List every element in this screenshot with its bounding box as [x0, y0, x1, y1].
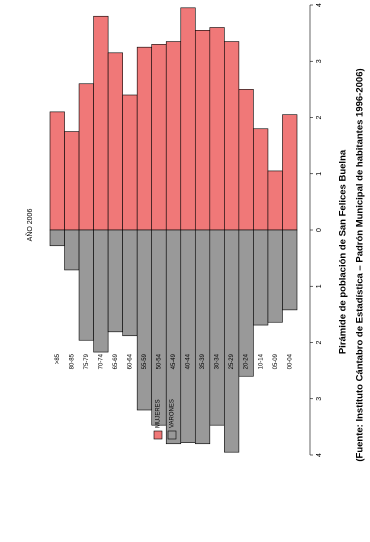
category-label: 60-64	[127, 353, 133, 369]
bar	[64, 229, 80, 271]
x-tick-label: 3	[316, 397, 323, 401]
bar	[93, 15, 109, 231]
bar	[49, 111, 65, 231]
category-label: 70-74	[98, 353, 104, 369]
category-label: 40-44	[186, 353, 192, 369]
category-label: 00-04	[287, 353, 293, 369]
x-tick-label: 0	[316, 228, 323, 232]
bar	[224, 41, 240, 231]
bar	[194, 229, 211, 445]
bar	[194, 30, 211, 231]
x-tick-label: 1	[316, 172, 323, 176]
plot: AÑO 2006 Pirámide de población de San Fe…	[25, 3, 366, 462]
category-label: >85	[55, 353, 61, 364]
x-tick-label: 1	[316, 284, 323, 288]
bar	[238, 89, 254, 231]
category-label: 55-59	[142, 353, 148, 369]
source: (Fuente: Instituto Cántabro de Estadísti…	[355, 68, 366, 461]
x-tick-label: 2	[316, 115, 323, 119]
bar	[107, 52, 123, 231]
bar	[282, 114, 298, 231]
bar	[136, 46, 153, 231]
x-tick-label: 4	[316, 3, 323, 7]
bar	[282, 229, 298, 311]
x-tick-label: 3	[316, 59, 323, 63]
bar	[267, 229, 283, 323]
bar	[122, 94, 138, 231]
bar	[107, 229, 123, 333]
category-label: 20-24	[244, 353, 250, 369]
category-label: 35-39	[200, 353, 206, 369]
bar	[253, 229, 269, 326]
legend-swatch	[167, 430, 177, 440]
category-label: 75-79	[84, 353, 90, 369]
legend-label: MUJERES	[156, 399, 162, 428]
x-tick-label: 4	[316, 453, 323, 457]
category-label: 65-69	[113, 353, 119, 369]
bar	[151, 229, 167, 426]
bar	[64, 131, 80, 231]
caption: Pirámide de población de San Felices Bue…	[338, 149, 349, 354]
category-label: 80-85	[69, 353, 75, 369]
bar	[165, 41, 182, 231]
bar	[267, 170, 283, 231]
bar	[180, 7, 196, 231]
bar	[78, 83, 94, 231]
x-tick-label: 2	[316, 340, 323, 344]
bar	[93, 229, 109, 353]
category-label: 30-34	[215, 353, 221, 369]
bar	[209, 27, 225, 231]
bar	[224, 229, 240, 453]
legend-label: VARONES	[170, 399, 176, 428]
category-label: 10-14	[258, 353, 264, 369]
bar	[253, 128, 269, 231]
chart-title: AÑO 2006	[25, 209, 34, 242]
category-label: 05-09	[273, 353, 279, 369]
category-label: 45-49	[171, 353, 177, 369]
bar	[180, 229, 196, 443]
category-label: 50-54	[157, 353, 163, 369]
bar	[122, 229, 138, 337]
category-label: 25-29	[229, 353, 235, 369]
bar	[151, 44, 167, 231]
bar	[78, 229, 94, 341]
bar	[136, 229, 153, 411]
bar	[49, 229, 65, 247]
legend-swatch	[153, 430, 163, 440]
bar	[209, 229, 225, 426]
